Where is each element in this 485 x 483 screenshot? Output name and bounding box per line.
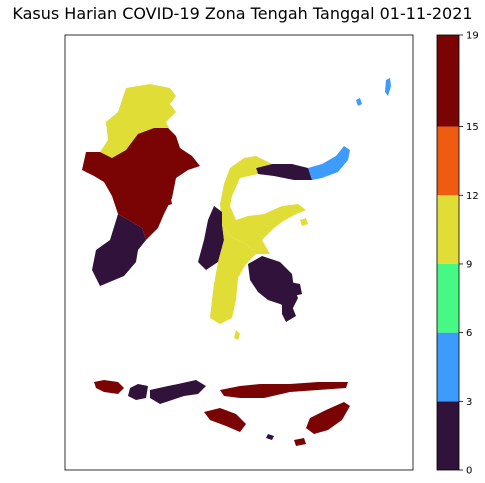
colorbar-bin-3 — [437, 195, 459, 264]
colorbar-bin-0 — [437, 401, 459, 470]
region-sulawesi-utara — [308, 146, 350, 180]
colorbar-tick-label-5: 15 — [466, 122, 479, 133]
region-sulawesi-tenggara — [248, 256, 298, 310]
region-sulawesi-selatan — [210, 224, 256, 324]
region-gorontalo — [256, 164, 312, 180]
colorbar-tick-label-3: 9 — [466, 259, 472, 270]
region-ntt — [204, 382, 350, 434]
region-sulawesi-tengah — [220, 156, 306, 254]
colorbar-tick-label-6: 19 — [466, 31, 479, 42]
colorbar-tick-label-1: 3 — [466, 397, 472, 408]
colorbar-tick-label-2: 6 — [466, 328, 472, 339]
colorbar-frame — [436, 34, 460, 471]
region-bali — [94, 380, 124, 394]
region-kalimantan-timur — [82, 128, 200, 240]
region-kalimantan-selatan — [92, 214, 146, 286]
colorbar-bin-5 — [437, 35, 459, 127]
region-ntb — [128, 380, 206, 404]
small-islands — [164, 78, 391, 446]
colorbar-tick-label-4: 12 — [466, 191, 479, 202]
colorbar-bin-4 — [437, 126, 459, 196]
region-sulawesi-barat — [198, 206, 224, 270]
colorbar-tick-label-0: 0 — [466, 466, 472, 477]
colorbar-bin-2 — [437, 263, 459, 333]
map-title: Kasus Harian COVID-19 Zona Tengah Tangga… — [12, 4, 473, 23]
region-kalimantan-utara — [100, 84, 176, 158]
colorbar: 0 3 6 9 12 15 19 — [436, 31, 479, 477]
colorbar-bin-1 — [437, 332, 459, 402]
